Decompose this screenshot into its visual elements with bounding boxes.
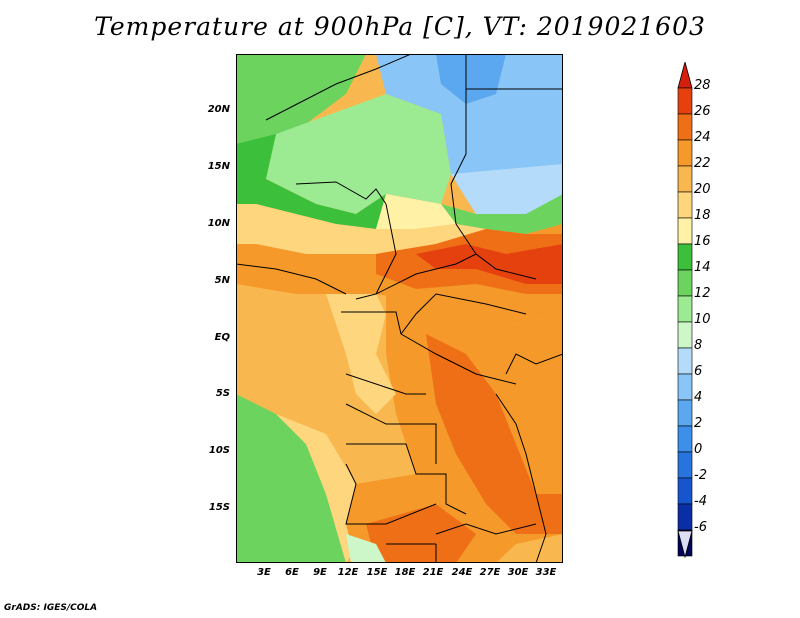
colorbar-under-arrow (677, 530, 693, 559)
cb-label-8: 8 (694, 338, 703, 353)
cb-label-4: 4 (694, 390, 703, 405)
lon-label-12e: 12E (337, 567, 359, 578)
cb-label-22: 22 (694, 156, 711, 171)
cb-label-14: 14 (694, 260, 711, 275)
colorbar-seg-0 (677, 451, 693, 479)
lon-label-27e: 27E (479, 567, 501, 578)
field-west-yellow (236, 204, 486, 254)
lon-label-3e: 3E (257, 567, 271, 578)
colorbar-seg-28 (677, 87, 693, 115)
lon-label-6e: 6E (285, 567, 299, 578)
cb-label-m4: -4 (694, 494, 707, 509)
lat-label-15s: 15S (208, 502, 230, 513)
lat-label-20n: 20N (207, 104, 230, 115)
colorbar-over-arrow (677, 60, 693, 89)
lon-label-21e: 21E (422, 567, 444, 578)
colorbar-seg-6 (677, 373, 693, 401)
field-sahel-green (441, 194, 563, 234)
lon-label-18e: 18E (394, 567, 416, 578)
colorbar-seg-10 (677, 321, 693, 349)
colorbar-seg-20 (677, 191, 693, 219)
cb-label-m2: -2 (694, 468, 707, 483)
colorbar-seg-2 (677, 425, 693, 453)
colorbar-seg-12 (677, 295, 693, 323)
colorbar-seg-24 (677, 139, 693, 167)
colorbar-seg-16 (677, 243, 693, 271)
field-sahara-green (266, 94, 451, 214)
lat-label-eq: EQ (214, 332, 230, 343)
field-sahara-darkgreen (236, 134, 386, 229)
cb-label-26: 26 (694, 104, 711, 119)
field-south-hot (366, 504, 476, 563)
field-sahel-light (376, 194, 456, 229)
cb-label-m6: -6 (694, 520, 707, 535)
grads-credit: GrADS: IGES/COLA (4, 603, 98, 613)
field-sw-yellow (276, 414, 366, 563)
colorbar-seg-m2 (677, 477, 693, 505)
field-central-yellow (326, 294, 396, 414)
temperature-map (236, 54, 563, 563)
lon-label-33e: 33E (535, 567, 557, 578)
lon-label-15e: 15E (366, 567, 388, 578)
field-east-hot (426, 334, 563, 534)
field-sw-green (236, 394, 346, 563)
colorbar-segments (677, 87, 693, 557)
colorbar-seg-4 (677, 399, 693, 427)
colorbar-seg-14 (677, 269, 693, 297)
lon-label-9e: 9E (313, 567, 327, 578)
colorbar-seg-26 (677, 113, 693, 141)
lat-label-15n: 15N (207, 161, 230, 172)
lat-label-10n: 10N (207, 218, 230, 229)
colorbar-seg-18 (677, 217, 693, 245)
cb-label-6: 6 (694, 364, 703, 379)
lat-label-5n: 5N (214, 275, 230, 286)
country-borders (236, 54, 563, 563)
map-frame (236, 54, 563, 563)
cb-label-0: 0 (694, 442, 703, 457)
cb-label-10: 10 (694, 312, 711, 327)
lat-label-5s: 5S (215, 388, 230, 399)
cb-label-16: 16 (694, 234, 711, 249)
field-ne-lightblue (451, 164, 563, 214)
lat-label-10s: 10S (208, 445, 230, 456)
cb-label-12: 12 (694, 286, 711, 301)
colorbar-seg-m4 (677, 503, 693, 531)
cb-label-24: 24 (694, 130, 711, 145)
cb-label-28: 28 (694, 78, 711, 93)
lon-label-24e: 24E (451, 567, 473, 578)
lon-label-30e: 30E (507, 567, 529, 578)
cb-label-2: 2 (694, 416, 703, 431)
colorbar (676, 60, 786, 562)
cb-label-20: 20 (694, 182, 711, 197)
field-ne-blue-dark (436, 54, 506, 104)
field-south-light (346, 534, 386, 563)
colorbar-seg-8 (677, 347, 693, 375)
cb-label-18: 18 (694, 208, 711, 223)
map-title: Temperature at 900hPa [C], VT: 201902160… (94, 12, 706, 41)
colorbar-seg-22 (677, 165, 693, 193)
